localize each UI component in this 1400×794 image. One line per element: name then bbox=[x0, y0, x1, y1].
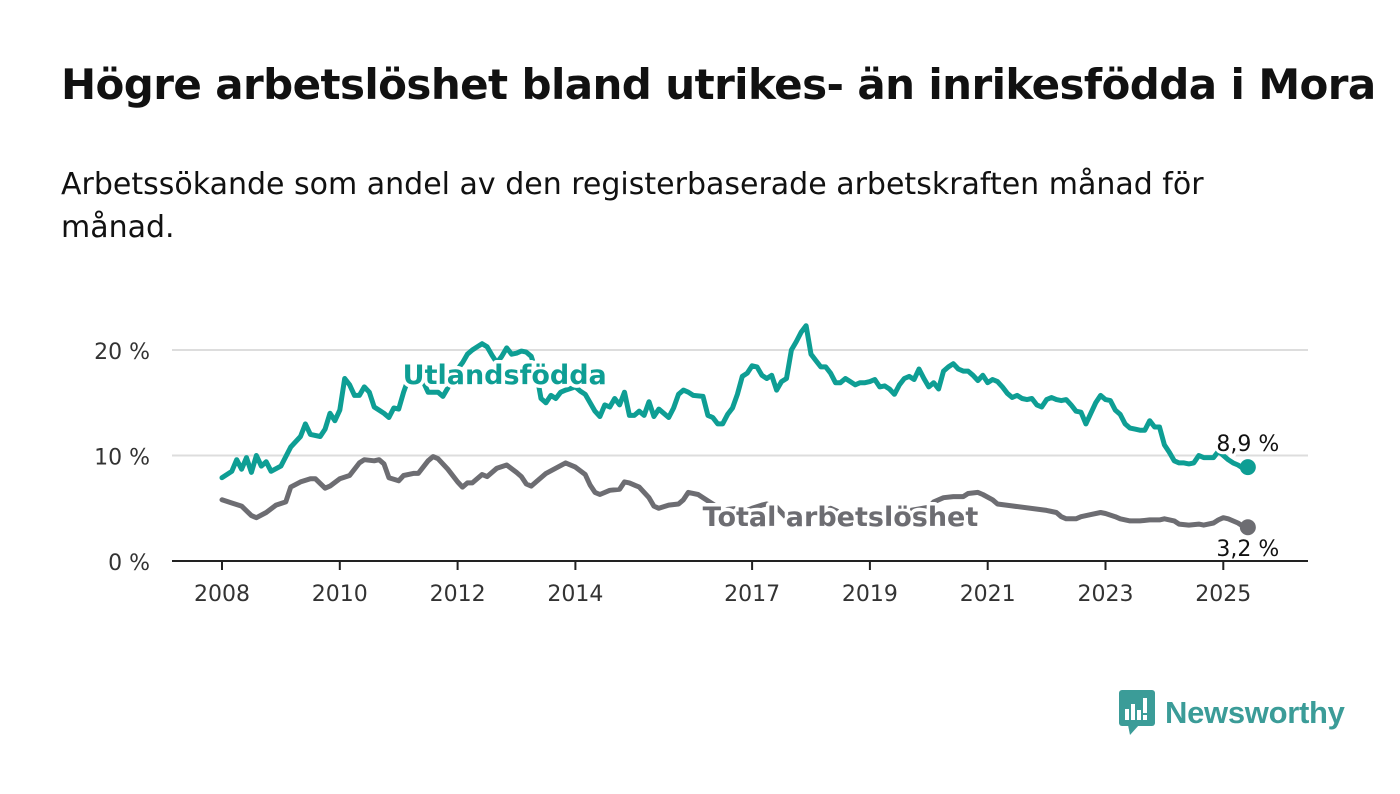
utlandsfodda-line bbox=[219, 323, 1251, 481]
series-lines bbox=[219, 323, 1256, 536]
brand-name: Newsworthy bbox=[1165, 695, 1345, 730]
utlandsfodda-end-point bbox=[1239, 459, 1256, 476]
newsworthy-logo: Newsworthy bbox=[1119, 689, 1345, 737]
x-axis-ticks: 2008 2010 2012 2014 2017 2019 2021 2023 2025 bbox=[194, 561, 1251, 607]
chart-title: Högre arbetslöshet bland utrikes- än inr… bbox=[61, 60, 1376, 109]
y-tick-label: 10 % bbox=[94, 446, 150, 471]
x-tick-label: 2021 bbox=[960, 582, 1016, 607]
x-tick-label: 2019 bbox=[842, 582, 898, 607]
x-tick-label: 2010 bbox=[312, 582, 368, 607]
series-labels: Utlandsfödda Total arbetslöshet 8,9 % 3,2 % bbox=[399, 357, 1282, 566]
total-value-label: 3,2 % bbox=[1216, 537, 1279, 562]
x-tick-label: 2025 bbox=[1195, 582, 1251, 607]
x-tick-label: 2012 bbox=[430, 582, 486, 607]
x-tick-label: 2008 bbox=[194, 582, 250, 607]
y-tick-label: 0 % bbox=[108, 551, 150, 576]
total-end-point bbox=[1239, 519, 1256, 536]
y-tick-label: 20 % bbox=[94, 340, 150, 365]
x-tick-label: 2014 bbox=[547, 582, 603, 607]
x-tick-label: 2023 bbox=[1078, 582, 1134, 607]
utlandsfodda-label: Utlandsfödda bbox=[403, 360, 607, 391]
utlandsfodda-value-label: 8,9 % bbox=[1216, 432, 1279, 457]
chart-subtitle: Arbetssökande som andel av den registerb… bbox=[61, 167, 1204, 245]
y-axis-ticks: 0 % 10 % 20 % bbox=[94, 340, 150, 576]
x-tick-label: 2017 bbox=[724, 582, 780, 607]
bar-chart-speech-bubble-icon bbox=[1119, 690, 1155, 735]
total-arbetsloshet-label: Total arbetslöshet bbox=[703, 502, 979, 533]
gridlines bbox=[172, 349, 1308, 457]
total-arbetsloshet-line bbox=[219, 454, 1251, 530]
